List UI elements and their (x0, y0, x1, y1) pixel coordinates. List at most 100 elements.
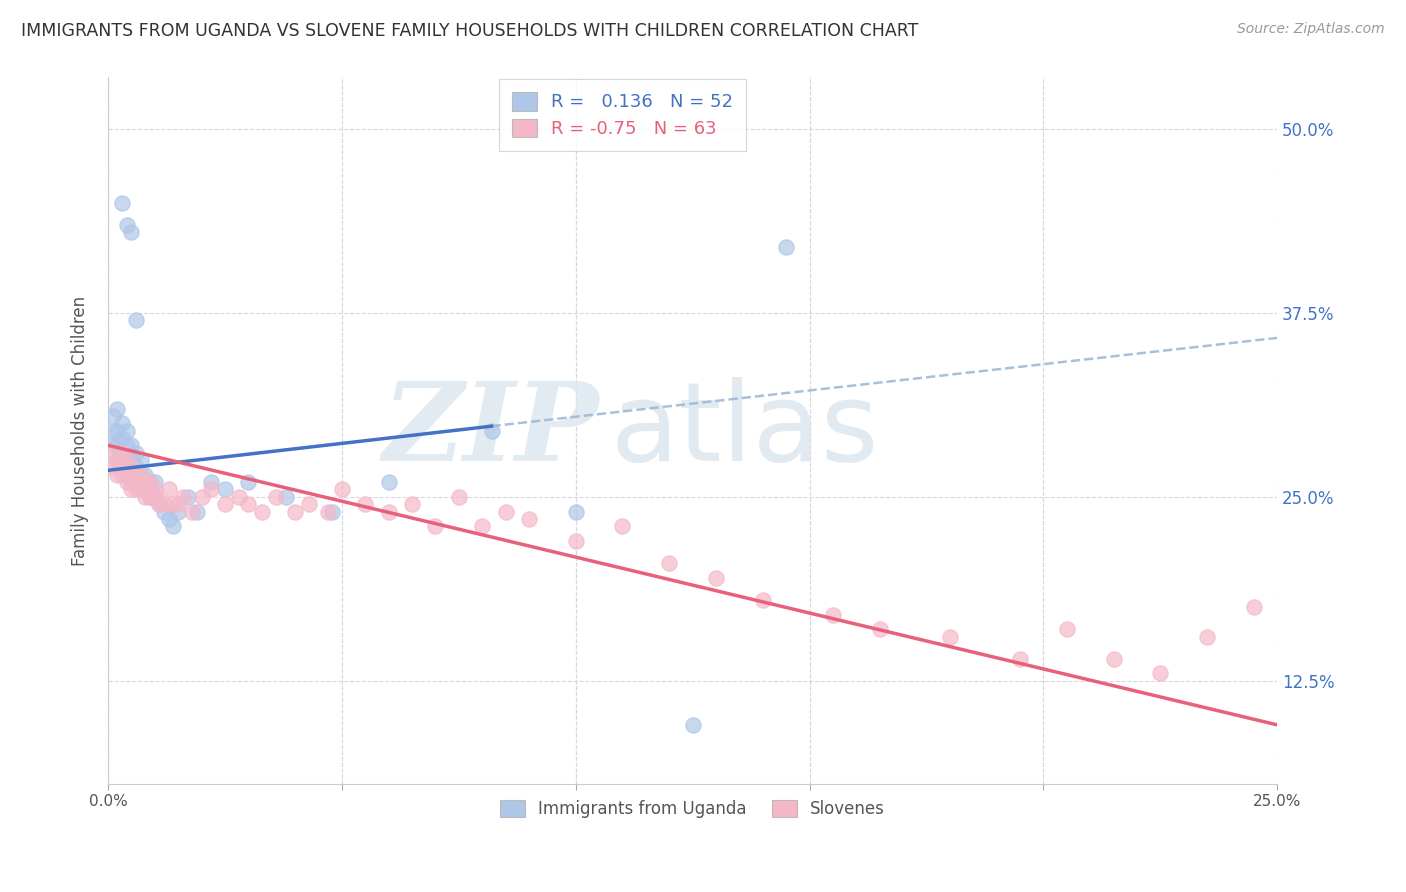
Point (129, 483, 152, 497)
Point (125, 483, 148, 497)
Point (101, 445, 124, 459)
Text: atlas: atlas (610, 377, 879, 484)
Point (134, 490, 156, 504)
Point (167, 504, 190, 518)
Point (101, 460, 124, 475)
Point (274, 490, 297, 504)
Point (471, 519, 494, 533)
Point (125, 460, 148, 475)
Point (125, 313, 148, 327)
Point (377, 475, 399, 489)
Point (157, 512, 180, 526)
Point (704, 571, 727, 585)
Point (354, 497, 377, 511)
Text: ZIP: ZIP (382, 376, 599, 484)
Point (181, 504, 204, 518)
Point (425, 519, 447, 533)
Point (153, 497, 176, 511)
Point (105, 401, 128, 416)
Point (115, 467, 138, 482)
Point (120, 475, 142, 489)
Point (111, 431, 134, 445)
Point (238, 475, 260, 489)
Point (101, 409, 124, 423)
Point (143, 483, 166, 497)
Point (101, 438, 124, 452)
Point (101, 424, 124, 438)
Point (111, 467, 134, 482)
Point (1056, 622, 1078, 636)
Point (481, 424, 503, 438)
Point (939, 630, 962, 644)
Point (238, 497, 260, 511)
Point (139, 490, 162, 504)
Point (228, 490, 250, 504)
Point (129, 453, 152, 467)
Text: Source: ZipAtlas.com: Source: ZipAtlas.com (1237, 22, 1385, 37)
Point (752, 592, 775, 607)
Point (125, 467, 148, 482)
Point (111, 460, 134, 475)
Point (1102, 651, 1125, 665)
Point (564, 533, 586, 548)
Point (658, 556, 681, 570)
Point (869, 622, 891, 636)
Point (115, 438, 138, 452)
Point (612, 519, 634, 533)
Point (115, 218, 138, 232)
Point (214, 483, 236, 497)
Point (129, 467, 152, 482)
Point (564, 504, 586, 518)
Point (105, 467, 128, 482)
Point (139, 475, 162, 489)
Point (1243, 600, 1265, 615)
Point (115, 453, 138, 467)
Point (190, 490, 212, 504)
Point (401, 497, 423, 511)
Point (120, 438, 142, 452)
Point (377, 504, 399, 518)
Legend: Immigrants from Uganda, Slovenes: Immigrants from Uganda, Slovenes (494, 793, 891, 825)
Point (115, 453, 138, 467)
Point (214, 497, 236, 511)
Point (148, 497, 170, 511)
Point (143, 475, 166, 489)
Point (200, 483, 222, 497)
Point (134, 475, 156, 489)
Point (134, 467, 156, 482)
Point (517, 512, 540, 526)
Point (200, 475, 222, 489)
Point (1197, 630, 1219, 644)
Point (143, 490, 166, 504)
Point (111, 416, 134, 430)
Point (120, 467, 142, 482)
Point (321, 504, 343, 518)
Point (105, 453, 128, 467)
Point (120, 483, 142, 497)
Point (105, 438, 128, 452)
Text: IMMIGRANTS FROM UGANDA VS SLOVENE FAMILY HOUSEHOLDS WITH CHILDREN CORRELATION CH: IMMIGRANTS FROM UGANDA VS SLOVENE FAMILY… (21, 22, 918, 40)
Point (1149, 666, 1171, 681)
Point (111, 445, 134, 459)
Point (148, 497, 170, 511)
Point (172, 490, 194, 504)
Point (115, 475, 138, 489)
Point (775, 240, 797, 254)
Point (115, 467, 138, 482)
Point (129, 483, 152, 497)
Point (105, 424, 128, 438)
Point (495, 504, 517, 518)
Point (284, 504, 307, 518)
Point (176, 490, 198, 504)
Point (157, 483, 180, 497)
Point (111, 195, 134, 210)
Point (111, 445, 134, 459)
Point (143, 490, 166, 504)
Point (120, 467, 142, 482)
Point (682, 718, 704, 732)
Point (162, 519, 184, 533)
Point (129, 467, 152, 482)
Point (120, 453, 142, 467)
Point (266, 490, 288, 504)
Y-axis label: Family Households with Children: Family Households with Children (72, 295, 89, 566)
